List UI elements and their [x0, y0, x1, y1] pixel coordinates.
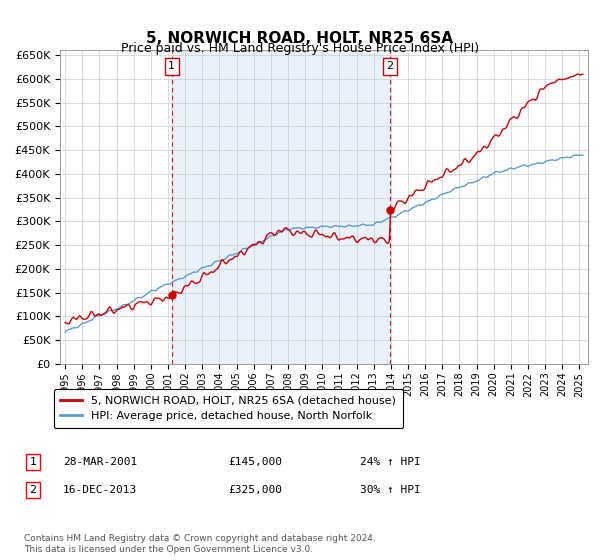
Text: 28-MAR-2001: 28-MAR-2001	[63, 457, 137, 467]
Text: 1: 1	[29, 457, 37, 467]
Text: 16-DEC-2013: 16-DEC-2013	[63, 485, 137, 495]
Text: £325,000: £325,000	[228, 485, 282, 495]
Text: 30% ↑ HPI: 30% ↑ HPI	[360, 485, 421, 495]
Legend: 5, NORWICH ROAD, HOLT, NR25 6SA (detached house), HPI: Average price, detached h: 5, NORWICH ROAD, HOLT, NR25 6SA (detache…	[53, 389, 403, 428]
Text: £145,000: £145,000	[228, 457, 282, 467]
Text: 2: 2	[386, 62, 394, 71]
Bar	[172, 50, 390, 364]
Text: 24% ↑ HPI: 24% ↑ HPI	[360, 457, 421, 467]
Text: Contains HM Land Registry data © Crown copyright and database right 2024.
This d: Contains HM Land Registry data © Crown c…	[24, 534, 376, 554]
Text: 1: 1	[168, 62, 175, 71]
Text: Price paid vs. HM Land Registry's House Price Index (HPI): Price paid vs. HM Land Registry's House …	[121, 42, 479, 55]
Text: 2: 2	[29, 485, 37, 495]
Text: 5, NORWICH ROAD, HOLT, NR25 6SA: 5, NORWICH ROAD, HOLT, NR25 6SA	[146, 31, 454, 46]
